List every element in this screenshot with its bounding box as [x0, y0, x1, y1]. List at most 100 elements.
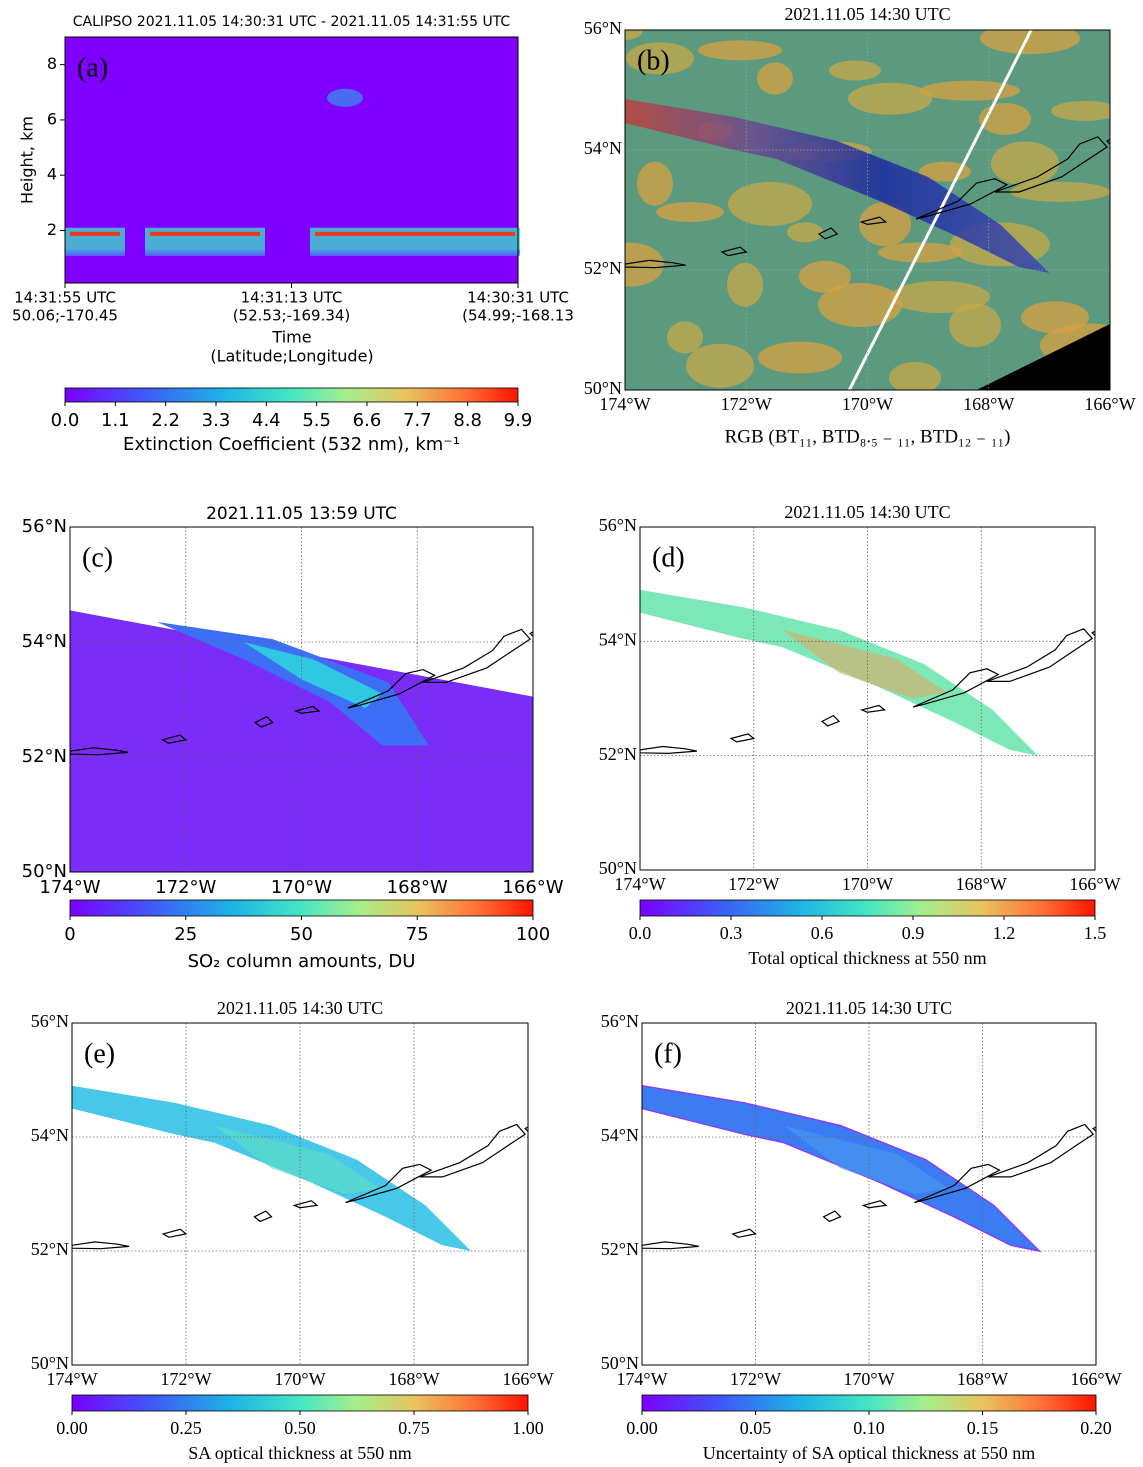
x-tick-label: 170°W: [843, 1369, 894, 1389]
colorbar-tick-label: 0.00: [626, 1418, 658, 1438]
warm-cloud: [727, 262, 763, 307]
y-tick-label: 8: [47, 54, 57, 73]
warm-cloud: [757, 62, 793, 95]
cloud-band: [145, 227, 265, 253]
warm-cloud: [1010, 181, 1110, 202]
coastline: [914, 1163, 1001, 1204]
coastline: [822, 1210, 842, 1223]
warm-cloud: [686, 343, 754, 388]
warm-cloud: [848, 82, 932, 115]
colorbar-tick-label: 0.25: [170, 1418, 202, 1438]
y-tick-label: 50°N: [584, 378, 622, 398]
y-tick-label: 56°N: [31, 1011, 69, 1031]
warm-cloud: [637, 161, 673, 206]
warm-cloud: [980, 30, 1080, 55]
warm-cloud: [829, 60, 881, 81]
y-tick-label: 56°N: [584, 18, 622, 38]
colorbar-tick-label: 1.2: [993, 923, 1016, 943]
y-tick-label: 56°N: [599, 515, 637, 535]
coastline: [1091, 630, 1095, 637]
aerosol-blob: [327, 88, 363, 107]
colorbar-tick-label: 0.75: [398, 1418, 430, 1438]
coastline: [1092, 1126, 1096, 1133]
warm-cloud: [626, 42, 694, 75]
plot-frame: [639, 526, 1096, 871]
panel-title: 2021.11.05 14:30 UTC: [784, 502, 950, 522]
panel: 2021.11.05 14:30 UTC 174°W 172°W 170°W 168°W…: [601, 998, 1122, 1463]
colorbar-tick-label: 75: [406, 924, 429, 945]
coastline: [70, 747, 129, 756]
cloud-core: [150, 231, 260, 236]
y-tick-label: 56°N: [22, 516, 67, 537]
x-tick-label: 14:31:55 UTC: [14, 289, 116, 307]
colorbar-tick-label: 0.6: [811, 923, 834, 943]
x-tick-label: 170°W: [842, 394, 893, 414]
coastline: [731, 1228, 757, 1238]
cloud-core: [315, 231, 515, 236]
coastline: [293, 705, 321, 714]
plume: [72, 1085, 471, 1251]
y-tick-label: 54°N: [584, 138, 622, 158]
plot-area: [72, 1023, 528, 1365]
panel-label: (b): [637, 45, 670, 76]
panel: CALIPSO 2021.11.05 14:30:31 UTC - 2021.1…: [12, 14, 574, 455]
plume-core: [782, 629, 948, 699]
colorbar-label: Total optical thickness at 550 nm: [748, 948, 986, 968]
panel-title: 2021.11.05 13:59 UTC: [206, 504, 397, 524]
so2-plume-outer: [156, 621, 429, 746]
y-tick-label: 54°N: [601, 1125, 639, 1145]
x-tick-label: 174°W: [46, 1369, 97, 1389]
panel-label: (d): [652, 542, 685, 573]
colorbar: [639, 899, 1096, 917]
plume-core: [214, 1125, 380, 1194]
plot-area: [625, 30, 1110, 390]
coastline: [524, 1126, 528, 1133]
coastline: [729, 733, 756, 743]
cloud-edge: [310, 249, 520, 256]
x-tick-label: 172°W: [155, 877, 216, 898]
panel-label: (f): [654, 1038, 682, 1069]
y-tick-label: 52°N: [601, 1239, 639, 1259]
warm-cloud: [758, 341, 842, 374]
colorbar-tick-label: 0.05: [740, 1418, 772, 1438]
plume: [642, 1084, 1042, 1253]
plot-area: [640, 527, 1095, 870]
colorbar-tick-label: 0.20: [1080, 1418, 1112, 1438]
plot-area: [642, 1023, 1096, 1365]
warm-cloud: [949, 303, 1001, 348]
colorbar-tick-label: 6.6: [353, 410, 382, 431]
ash-plume: [625, 99, 1050, 273]
coastline: [253, 1210, 273, 1223]
y-tick-label: 4: [47, 165, 57, 184]
colorbar-label: SA optical thickness at 550 nm: [188, 1443, 411, 1463]
warm-cloud: [625, 30, 643, 40]
coastline: [422, 628, 532, 683]
x-tick-label: 168°W: [388, 1369, 439, 1389]
warm-cloud: [656, 202, 724, 223]
colorbar-tick-label: 0.9: [902, 923, 925, 943]
plot-frame: [624, 29, 1111, 391]
x-tick-label: 168°W: [956, 874, 1007, 894]
warm-cloud: [859, 202, 911, 247]
colorbar-tick-label: 0.0: [51, 410, 80, 431]
x-axis-sublabel: (Latitude;Longitude): [210, 347, 373, 366]
cloud-band: [310, 227, 520, 253]
coastline: [986, 628, 1094, 683]
warm-cloud: [890, 280, 990, 313]
colorbar-tick-label: 0.3: [720, 923, 743, 943]
colorbar-tick-label: 0.00: [56, 1418, 88, 1438]
cloud-core: [70, 231, 120, 236]
y-tick-label: 50°N: [599, 858, 637, 878]
colorbar: [641, 1394, 1097, 1412]
y-tick-label: 56°N: [601, 1011, 639, 1031]
x-tick-label: 170°W: [274, 1369, 325, 1389]
y-tick-label: 54°N: [22, 631, 67, 652]
panel-title: 2021.11.05 14:30 UTC: [217, 998, 383, 1018]
colorbar-tick-label: 1.00: [512, 1418, 544, 1438]
colorbar-tick-label: 0.0: [629, 923, 652, 943]
warm-cloud: [920, 80, 1020, 101]
panel: 2021.11.05 14:30 UTC 174°W 172°W 170°W 168°W…: [599, 502, 1121, 968]
colorbar-tick-label: 100: [516, 924, 550, 945]
x-tick-label: 166°W: [502, 1369, 553, 1389]
